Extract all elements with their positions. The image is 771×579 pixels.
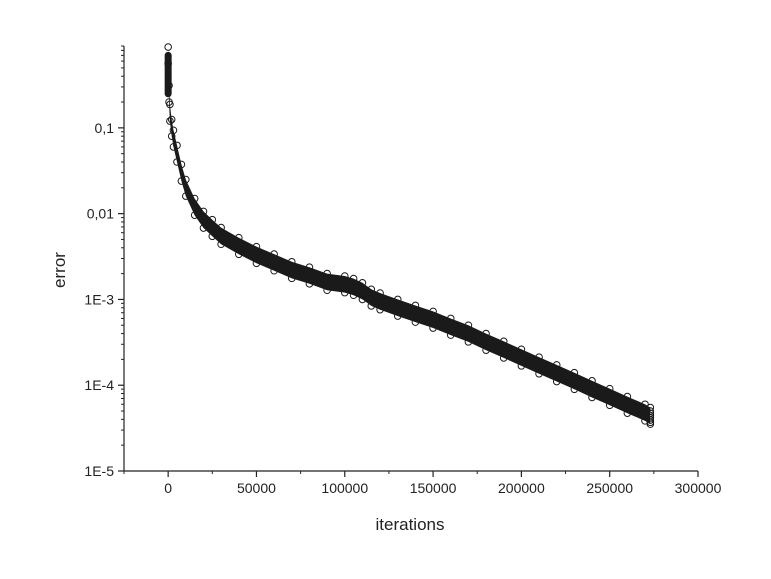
data-point [411, 318, 420, 326]
data-point [190, 194, 199, 203]
data-point [235, 233, 243, 242]
data-point [367, 285, 376, 294]
data-point [177, 160, 186, 169]
data-point [517, 362, 526, 370]
data-point [623, 392, 632, 401]
data-point [323, 269, 331, 278]
data-point [482, 346, 490, 354]
data-point [270, 266, 278, 275]
data-point [605, 384, 614, 393]
data-point [169, 143, 178, 151]
data-point [165, 81, 173, 90]
x-tick-label: 50000 [237, 480, 276, 496]
data-point [411, 301, 420, 310]
y-tick-label: 0,1 [95, 120, 115, 136]
data-point [464, 321, 473, 330]
data-point [349, 291, 358, 300]
data-point [446, 331, 455, 339]
data-point [235, 250, 243, 259]
data-point [376, 289, 384, 297]
y-tick-label: 1E-5 [84, 463, 114, 479]
data-point [358, 295, 367, 304]
data-band [168, 47, 651, 425]
data-point [182, 192, 190, 200]
data-point [270, 250, 278, 258]
data-point [517, 345, 526, 354]
y-tick-label: 0,01 [87, 206, 114, 222]
data-point [305, 280, 314, 288]
data-point [252, 259, 261, 268]
data-point [499, 337, 508, 346]
data-point [376, 305, 384, 314]
data-point [340, 288, 349, 297]
data-point [252, 242, 261, 251]
data-point [552, 377, 561, 386]
x-axis-title: iterations [376, 515, 445, 534]
data-point [482, 329, 490, 338]
x-tick-label: 150000 [410, 480, 457, 496]
data-point [217, 240, 225, 249]
data-point [464, 338, 473, 346]
data-point [429, 307, 437, 316]
data-point [646, 409, 655, 418]
data-point [499, 354, 508, 362]
data-point [646, 403, 655, 412]
data-point [287, 257, 296, 266]
data-point [446, 314, 455, 323]
data-point [358, 279, 367, 287]
data-point [535, 353, 543, 361]
data-point [199, 224, 208, 232]
data-point [208, 215, 217, 224]
data-point [552, 361, 561, 369]
x-tick-label: 200000 [498, 480, 545, 496]
data-point [287, 274, 296, 283]
data-point [340, 272, 349, 280]
data-points [164, 43, 655, 428]
data-point [177, 177, 186, 185]
data-point [166, 117, 174, 125]
x-tick-label: 0 [164, 480, 172, 496]
data-point [164, 43, 172, 51]
data-point [182, 175, 190, 184]
data-point [641, 400, 649, 409]
data-point [429, 324, 437, 332]
data-point [190, 211, 199, 219]
data-point [588, 377, 596, 385]
data-point [646, 407, 655, 415]
data-point [173, 141, 181, 150]
data-point [535, 369, 543, 378]
y-tick-label: 1E-4 [84, 377, 114, 393]
data-point [570, 385, 579, 394]
x-tick-label: 100000 [321, 480, 368, 496]
data-point [605, 401, 614, 410]
data-point [349, 274, 358, 283]
data-point [305, 263, 314, 272]
data-point [367, 302, 376, 310]
data-point [623, 409, 632, 417]
y-tick-label: 1E-3 [84, 291, 114, 307]
data-point [646, 411, 655, 420]
data-point [217, 223, 225, 232]
data-point [166, 100, 174, 109]
x-tick-label: 250000 [586, 480, 633, 496]
data-point [393, 312, 402, 320]
data-point [393, 295, 402, 304]
x-tick-label: 300000 [675, 480, 722, 496]
data-point [199, 207, 208, 216]
data-point [169, 126, 178, 135]
data-point [164, 59, 172, 68]
data-point [588, 393, 596, 402]
data-point [570, 368, 579, 377]
data-point [323, 286, 331, 295]
data-point [173, 158, 181, 166]
axes: 0 50000 100000 150000 200000 250000 300000 1E-5… [84, 45, 722, 496]
data-point [208, 232, 217, 241]
y-axis-title: error [50, 252, 69, 288]
data-point [167, 115, 176, 124]
